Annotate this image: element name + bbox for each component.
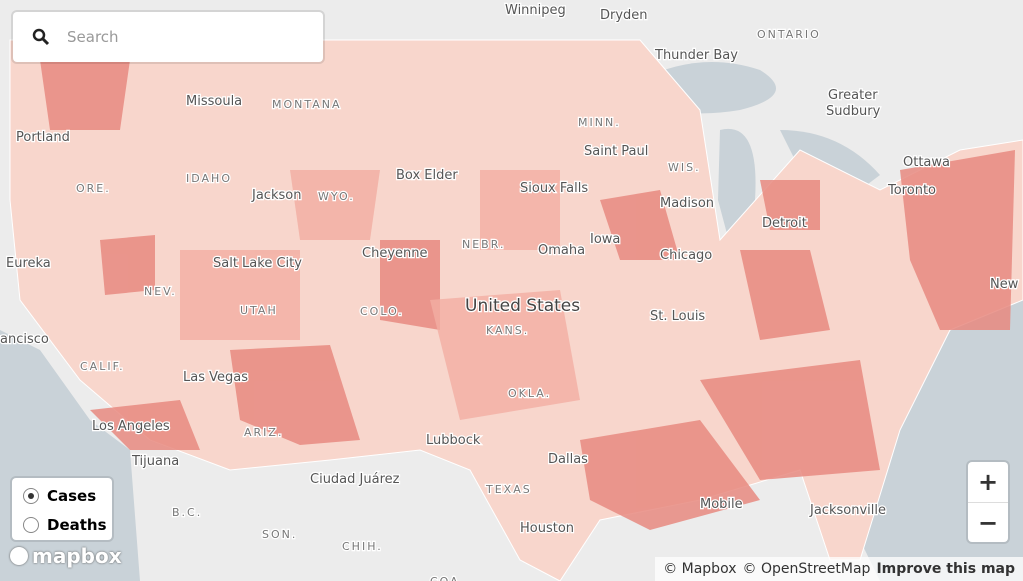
place-label: ancisco <box>0 332 49 347</box>
moderate-areas <box>180 170 580 420</box>
place-label: Iowa <box>590 232 620 247</box>
option-label: Cases <box>47 486 97 505</box>
place-label: St. Louis <box>650 309 705 324</box>
zoom-out[interactable]: − <box>977 509 999 537</box>
logo-text: mapbox <box>32 544 122 568</box>
place-label: KANS. <box>486 324 529 337</box>
place-label: COLO. <box>360 305 404 318</box>
place-label: Missoula <box>186 94 242 109</box>
place-label: Chicago <box>660 248 712 263</box>
layer-toggle: Cases Deaths <box>12 478 112 540</box>
place-label: Ottawa <box>903 155 950 170</box>
place-label: Houston <box>520 521 574 536</box>
place-label: COA. <box>430 575 465 581</box>
hotspots <box>40 60 1015 530</box>
place-label: CALIF. <box>80 360 125 373</box>
place-label: Sioux Falls <box>520 181 588 196</box>
lake <box>718 128 756 245</box>
place-label: WIS. <box>668 161 701 174</box>
place-label: UTAH <box>240 304 278 317</box>
place-label: Omaha <box>538 243 585 258</box>
place-label: Madison <box>660 196 714 211</box>
radio[interactable] <box>23 487 39 504</box>
option-label: Deaths <box>47 515 107 534</box>
attribution-link[interactable]: © OpenStreetMap <box>742 561 871 577</box>
place-label: TEXAS <box>485 483 532 496</box>
place-label: Winnipeg <box>505 3 566 18</box>
place-label: Jackson <box>251 188 301 203</box>
place-label: WYO. <box>318 190 355 203</box>
logo-icon <box>10 547 28 565</box>
place-label: Dryden <box>600 8 648 23</box>
place-label: NEV. <box>144 285 177 298</box>
attribution: © Mapbox © OpenStreetMap Improve this ma… <box>655 557 1023 581</box>
place-label: Ciudad Juárez <box>310 472 400 487</box>
place-label: Portland <box>16 130 70 145</box>
improve-link[interactable]: Improve this map <box>876 561 1015 577</box>
place-label: Greater <box>828 88 878 103</box>
place-label: ONTARIO <box>757 28 821 41</box>
place-label: Sudbury <box>826 104 881 119</box>
place-label: IDAHO <box>186 172 232 185</box>
place-label: Las Vegas <box>183 370 248 385</box>
place-label: New <box>990 277 1019 292</box>
place-label: Jacksonville <box>809 503 886 518</box>
place-label: SON. <box>262 528 297 541</box>
place-label: Salt Lake City <box>213 256 302 271</box>
place-label: ARIZ. <box>244 426 283 439</box>
place-label: Tijuana <box>131 454 179 469</box>
place-label: Eureka <box>6 256 51 271</box>
place-label: Thunder Bay <box>654 48 738 63</box>
place-label: Cheyenne <box>362 246 427 261</box>
zoom-in[interactable]: + <box>968 462 1008 503</box>
place-label: Toronto <box>887 183 936 198</box>
place-label: United States <box>465 296 580 316</box>
attribution-link[interactable]: © Mapbox <box>663 561 737 577</box>
logo[interactable]: mapbox <box>10 544 122 568</box>
layer-option[interactable]: Cases <box>23 484 112 507</box>
search-box[interactable]: Search <box>13 12 323 62</box>
place-label: MINN. <box>578 116 621 129</box>
search-placeholder: Search <box>67 28 119 46</box>
place-label: Dallas <box>548 452 588 467</box>
place-label: Lubbock <box>426 433 481 448</box>
layer-option[interactable]: Deaths <box>23 513 112 536</box>
place-label: B.C. <box>172 506 202 519</box>
zoom-control: + − <box>968 462 1008 542</box>
place-label: Box Elder <box>396 168 458 183</box>
radio[interactable] <box>23 516 39 533</box>
place-label: OKLA. <box>508 387 551 400</box>
place-label: Los Angeles <box>92 419 170 434</box>
place-label: ORE. <box>76 182 111 195</box>
place-label: MONTANA <box>272 98 342 111</box>
place-label: NEBR. <box>462 238 505 251</box>
place-label: Detroit <box>762 216 807 231</box>
place-label: Mobile <box>700 497 743 512</box>
place-label: CHIH. <box>342 540 383 553</box>
place-label: Saint Paul <box>584 144 648 159</box>
search-icon <box>32 28 50 46</box>
